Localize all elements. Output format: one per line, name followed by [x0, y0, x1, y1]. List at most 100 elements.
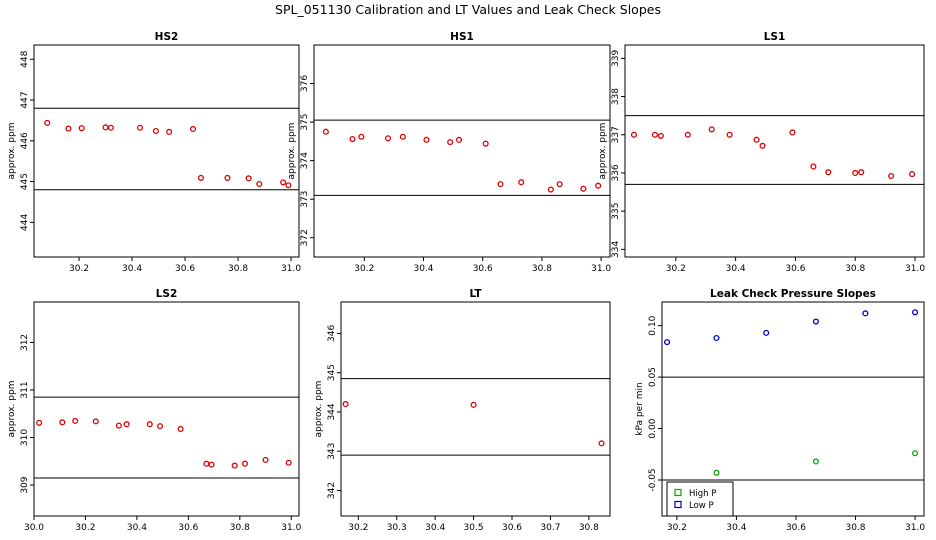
hs1-plot-frame [313, 44, 611, 258]
leak-xtick-label: 30.6 [786, 523, 806, 533]
ls1-xtick-label: 30.6 [785, 264, 805, 274]
lt-xtick-label: 30.2 [348, 523, 368, 533]
ls2-point-cal [208, 461, 215, 468]
ls2-point-cal [203, 460, 210, 467]
ls1-ytick-label: 334 [611, 241, 621, 258]
hs2-title: HS2 [155, 31, 179, 43]
ls1-point-cal [708, 126, 715, 133]
ls1-ytick-label: 338 [611, 88, 621, 105]
legend-swatch-high-p [674, 488, 682, 497]
ls2-point-cal [146, 421, 153, 428]
hs2-point-cal [280, 179, 287, 186]
lt-xtick-label: 30.5 [464, 523, 484, 533]
hs2-point-cal [256, 180, 263, 188]
hs2-point-cal [152, 127, 159, 135]
hs1-ytick-label: 374 [300, 152, 310, 169]
legend-swatch-low-p [674, 500, 682, 509]
ls2-point-cal [115, 422, 122, 429]
hs1-ytick-label: 375 [300, 113, 310, 130]
ls2-ytick-label: 310 [20, 429, 30, 446]
hs1-point-cal [384, 135, 392, 142]
hs2-point-cal [44, 119, 51, 126]
hs2-point-cal [65, 125, 72, 132]
hs2-ytick-label: 444 [20, 213, 30, 230]
figure-title: SPL_051130 Calibration and LT Values and… [275, 2, 661, 17]
ls2-ytick-label: 309 [20, 476, 30, 493]
ls2-point-cal [59, 419, 66, 426]
lt-xtick-label: 30.3 [387, 523, 407, 533]
lt-ylabel: approx. ppm [314, 381, 324, 438]
hs1-point-cal [423, 136, 430, 143]
hs2-ytick-label: 447 [20, 91, 30, 108]
hs2-ytick-label: 445 [20, 173, 30, 190]
leak-ytick-label: 0.10 [648, 315, 658, 335]
leak-point-low-p [912, 309, 919, 316]
ls1-ylabel: approx. ppm [598, 123, 608, 180]
leak-point-high-p [812, 458, 819, 465]
ls1-point-cal [726, 131, 733, 138]
hs2-xtick-label: 30.2 [69, 264, 89, 274]
ls1-point-cal [908, 171, 916, 178]
hs1-xtick-label: 30.2 [354, 264, 374, 274]
panel-ls2: LS2 approx. ppm 30.0 30.2 30.4 30.6 30.8 31.0 30… [7, 288, 302, 533]
hs1-point-cal [595, 182, 602, 189]
hs2-point-cal [224, 174, 231, 181]
ls2-point-cal [123, 421, 130, 428]
ls1-xtick-label: 30.2 [666, 264, 686, 274]
ls1-title: LS1 [764, 31, 786, 43]
ls2-point-cal [92, 418, 99, 425]
hs2-ytick-label: 448 [20, 50, 30, 67]
ls1-point-cal [888, 172, 895, 180]
lt-xtick-label: 30.6 [502, 523, 522, 533]
leak-xtick-label: 30.8 [845, 523, 865, 533]
hs1-point-cal [580, 185, 587, 192]
ls1-point-cal [825, 169, 832, 176]
panel-hs2: HS2 approx. ppm 30.2 30.4 30.6 30.8 31.0 444 445… [7, 31, 301, 274]
ls2-title: LS2 [156, 288, 178, 300]
hs1-point-cal [518, 179, 525, 186]
hs2-point-cal [102, 124, 109, 131]
ls1-plot-frame [624, 44, 925, 258]
leak-point-high-p [912, 450, 919, 457]
ls2-point-cal [231, 462, 238, 469]
ls2-xtick-label: 30.8 [230, 523, 250, 533]
lt-ytick-label: 342 [327, 482, 337, 499]
hs1-ytick-label: 373 [300, 191, 310, 208]
hs2-point-cal [136, 124, 144, 131]
legend-box [666, 481, 734, 517]
lt-plot-frame [340, 301, 611, 517]
hs2-ytick-label: 446 [20, 132, 30, 149]
ls1-xtick-label: 30.4 [726, 264, 746, 274]
ls1-point-cal [810, 163, 817, 170]
leak-legend: High P Low P [666, 481, 734, 517]
leak-point-low-p [664, 339, 671, 346]
leak-ylabel: kPa per min [635, 382, 645, 435]
hs1-point-cal [455, 136, 463, 143]
leak-point-low-p [763, 329, 770, 336]
ls1-point-cal [651, 131, 658, 138]
ls2-xtick-label: 30.6 [178, 523, 198, 533]
hs1-point-cal [322, 128, 329, 135]
ls1-point-cal [858, 169, 865, 176]
ls2-point-cal [177, 425, 184, 433]
leak-point-low-p [713, 334, 720, 342]
hs1-xtick-label: 30.4 [413, 264, 433, 274]
ls2-plot-frame [33, 301, 300, 517]
hs1-point-cal [556, 181, 563, 188]
ls2-ytick-label: 312 [20, 334, 30, 351]
hs2-point-cal [285, 182, 292, 189]
leak-xtick-label: 30.4 [726, 523, 746, 533]
leak-ytick-label: -0.05 [648, 468, 658, 491]
ls1-ytick-label: 336 [611, 164, 621, 181]
ls1-point-cal [684, 131, 691, 138]
hs1-point-cal [547, 186, 554, 193]
hs2-point-cal [197, 174, 205, 181]
hs1-point-cal [497, 181, 504, 188]
hs1-ytick-label: 372 [300, 229, 310, 246]
hs2-point-cal [245, 175, 252, 182]
hs1-xtick-label: 30.6 [473, 264, 493, 274]
ls1-ytick-label: 335 [611, 203, 621, 220]
hs1-xtick-label: 31.0 [591, 264, 611, 274]
panel-ls1: LS1 approx. ppm 30.2 30.4 30.6 30.8 31.0 334 335… [598, 31, 925, 274]
